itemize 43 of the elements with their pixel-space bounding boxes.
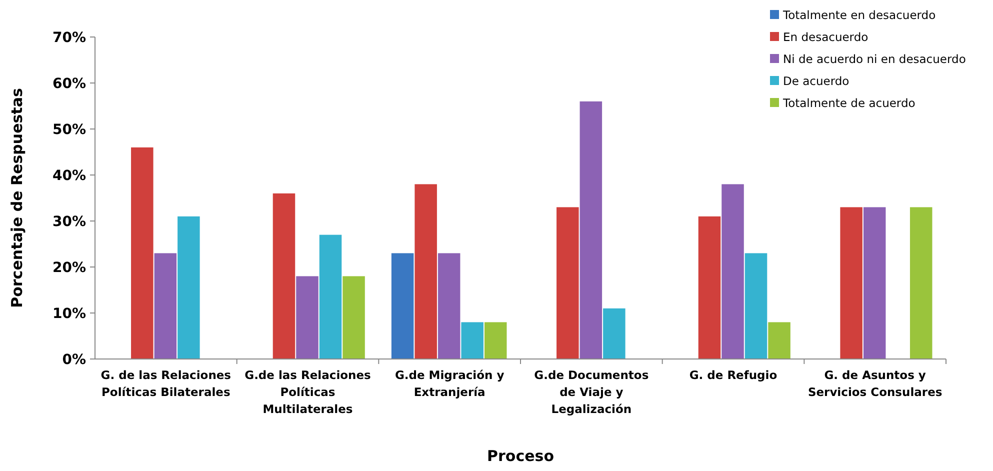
legend-label: Totalmente de acuerdo — [782, 96, 916, 110]
bar — [296, 276, 318, 359]
bar — [580, 101, 602, 359]
bar — [484, 322, 507, 359]
bar — [319, 234, 342, 359]
legend-label: En desacuerdo — [783, 30, 868, 44]
y-tick-label: 0% — [62, 352, 86, 368]
legend-label: Totalmente en desacuerdo — [782, 8, 936, 22]
x-tick-label: G.de Migración y Extranjería — [394, 368, 505, 399]
bar — [272, 193, 296, 359]
bar — [768, 322, 790, 359]
bar — [391, 253, 414, 359]
bar — [840, 207, 862, 359]
y-tick-label: 10% — [52, 306, 86, 322]
bar — [910, 207, 932, 359]
y-tick-label: 20% — [52, 260, 86, 276]
legend-label: Ni de acuerdo ni en desacuerdo — [783, 52, 966, 66]
bar — [744, 253, 768, 359]
bar — [414, 184, 437, 359]
x-tick-label: G. de las Relaciones Políticas Bilaterales — [100, 368, 232, 399]
y-tick-label: 60% — [52, 76, 86, 92]
bar — [438, 253, 460, 359]
y-axis-title: Porcentaje de Respuestas — [8, 88, 26, 308]
x-tick-label: G.de las Relaciones Políticas Multilaterales — [244, 368, 372, 416]
y-tick-label: 40% — [52, 168, 86, 184]
y-tick-label: 50% — [52, 122, 86, 138]
x-tick-label: G. de Refugio — [689, 368, 778, 382]
bar — [461, 322, 484, 359]
bar — [698, 216, 721, 359]
x-tick-label: G. de Asuntos y Servicios Consulares — [808, 368, 942, 399]
y-tick-label: 70% — [52, 30, 86, 46]
bar — [556, 207, 579, 359]
bar — [863, 207, 886, 359]
x-axis-title: Proceso — [487, 447, 554, 465]
bar — [603, 308, 626, 359]
bar — [722, 184, 744, 359]
x-tick-label: G.de Documentos de Viaje y Legalización — [534, 368, 649, 416]
y-tick-label: 30% — [52, 214, 86, 230]
bar — [342, 276, 365, 359]
bar — [154, 253, 177, 359]
legend-label: De acuerdo — [783, 74, 850, 88]
bar — [178, 216, 200, 359]
bar — [131, 147, 154, 359]
